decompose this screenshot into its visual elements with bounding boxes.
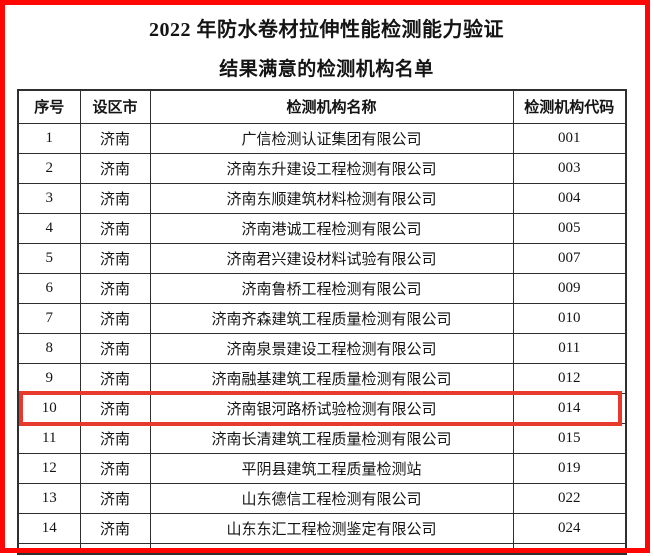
- cell-institution-name: 平阴县建筑工程质量检测站: [149, 452, 514, 484]
- cell-seq: 14: [17, 512, 81, 544]
- table-body: 1 济南 广信检测认证集团有限公司 001 2 济南 济南东升建设工程检测有限公司 003 3 济…: [17, 122, 627, 555]
- cell-city: 济南: [79, 122, 151, 154]
- cell-city: 济南: [79, 452, 151, 484]
- cell-city: 济南: [79, 422, 151, 454]
- table-row: 6 济南 济南鲁桥工程检测有限公司 009: [17, 272, 627, 304]
- header-institution-code: 检测机构代码: [512, 89, 627, 124]
- cell-seq: 6: [17, 272, 81, 304]
- cell-city: 济南: [79, 272, 151, 304]
- cell-city: 济南: [79, 392, 151, 424]
- cell-city: 济南: [79, 182, 151, 214]
- cell-institution-code: 009: [512, 272, 627, 304]
- cell-city: 济南: [79, 302, 151, 334]
- cell-institution-name: 济南泉景建设工程检测有限公司: [149, 332, 514, 364]
- cell-seq: 11: [17, 422, 81, 454]
- institutions-table: 序号 设区市 检测机构名称 检测机构代码 1 济南 广信检测认证集团有限公司 001 2…: [17, 89, 627, 555]
- cell-institution-name: 山东德信工程检测有限公司: [149, 482, 514, 514]
- cell-seq: 5: [17, 242, 81, 274]
- cell-institution-code: 004: [512, 182, 627, 214]
- table-row: 8 济南 济南泉景建设工程检测有限公司 011: [17, 332, 627, 364]
- table-row: 11 济南 济南长清建筑工程质量检测有限公司 015: [17, 422, 627, 454]
- cell-empty: [79, 542, 151, 555]
- cell-seq: 7: [17, 302, 81, 334]
- page-title: 2022 年防水卷材拉伸性能检测能力验证: [149, 19, 504, 41]
- cell-city: 济南: [79, 212, 151, 244]
- cell-institution-code: 007: [512, 242, 627, 274]
- cell-empty: [149, 542, 514, 555]
- cell-institution-code: 024: [512, 512, 627, 544]
- table-header-row: 序号 设区市 检测机构名称 检测机构代码: [17, 89, 627, 124]
- cell-seq: 2: [17, 152, 81, 184]
- cell-institution-code: 011: [512, 332, 627, 364]
- cell-city: 济南: [79, 362, 151, 394]
- cell-institution-name: 济南长清建筑工程质量检测有限公司: [149, 422, 514, 454]
- table-row: 2 济南 济南东升建设工程检测有限公司 003: [17, 152, 627, 184]
- cell-seq: 9: [17, 362, 81, 394]
- cell-seq: 13: [17, 482, 81, 514]
- cell-city: 济南: [79, 332, 151, 364]
- table-row: 9 济南 济南融基建筑工程质量检测有限公司 012: [17, 362, 627, 394]
- cell-institution-name: 山东东汇工程检测鉴定有限公司: [149, 512, 514, 544]
- table-row: 10 济南 济南银河路桥试验检测有限公司 014: [17, 392, 627, 424]
- cell-institution-code: 001: [512, 122, 627, 154]
- cell-seq: 3: [17, 182, 81, 214]
- table-row-partial: [17, 542, 627, 555]
- header-institution-name: 检测机构名称: [149, 89, 514, 124]
- cell-city: 济南: [79, 482, 151, 514]
- cell-institution-name: 济南君兴建设材料试验有限公司: [149, 242, 514, 274]
- table-row: 5 济南 济南君兴建设材料试验有限公司 007: [17, 242, 627, 274]
- cell-institution-name: 济南东升建设工程检测有限公司: [149, 152, 514, 184]
- cell-empty: [512, 542, 627, 555]
- cell-seq: 10: [17, 392, 81, 424]
- cell-institution-name: 广信检测认证集团有限公司: [149, 122, 514, 154]
- header-city: 设区市: [79, 89, 151, 124]
- cell-institution-code: 012: [512, 362, 627, 394]
- cell-seq: 8: [17, 332, 81, 364]
- table-row: 14 济南 山东东汇工程检测鉴定有限公司 024: [17, 512, 627, 544]
- cell-institution-name: 济南港诚工程检测有限公司: [149, 212, 514, 244]
- cell-institution-code: 019: [512, 452, 627, 484]
- cell-institution-name: 济南东顺建筑材料检测有限公司: [149, 182, 514, 214]
- cell-institution-name: 济南融基建筑工程质量检测有限公司: [149, 362, 514, 394]
- cell-city: 济南: [79, 152, 151, 184]
- cell-institution-code: 005: [512, 212, 627, 244]
- table-row: 12 济南 平阴县建筑工程质量检测站 019: [17, 452, 627, 484]
- table-row: 3 济南 济南东顺建筑材料检测有限公司 004: [17, 182, 627, 214]
- table-row: 1 济南 广信检测认证集团有限公司 001: [17, 122, 627, 154]
- cell-institution-name: 济南银河路桥试验检测有限公司: [149, 392, 514, 424]
- cell-seq: 12: [17, 452, 81, 484]
- table-row: 7 济南 济南齐森建筑工程质量检测有限公司 010: [17, 302, 627, 334]
- cell-seq: 4: [17, 212, 81, 244]
- cell-institution-code: 010: [512, 302, 627, 334]
- table-row: 13 济南 山东德信工程检测有限公司 022: [17, 482, 627, 514]
- cell-institution-code: 022: [512, 482, 627, 514]
- cell-city: 济南: [79, 242, 151, 274]
- cell-institution-name: 济南齐森建筑工程质量检测有限公司: [149, 302, 514, 334]
- cell-empty: [17, 542, 81, 555]
- cell-institution-code: 014: [512, 392, 627, 424]
- cell-institution-name: 济南鲁桥工程检测有限公司: [149, 272, 514, 304]
- cell-institution-code: 003: [512, 152, 627, 184]
- cell-city: 济南: [79, 512, 151, 544]
- cell-seq: 1: [17, 122, 81, 154]
- cell-institution-code: 015: [512, 422, 627, 454]
- header-seq: 序号: [17, 89, 81, 124]
- page-subtitle: 结果满意的检测机构名单: [219, 59, 434, 80]
- table-row: 4 济南 济南港诚工程检测有限公司 005: [17, 212, 627, 244]
